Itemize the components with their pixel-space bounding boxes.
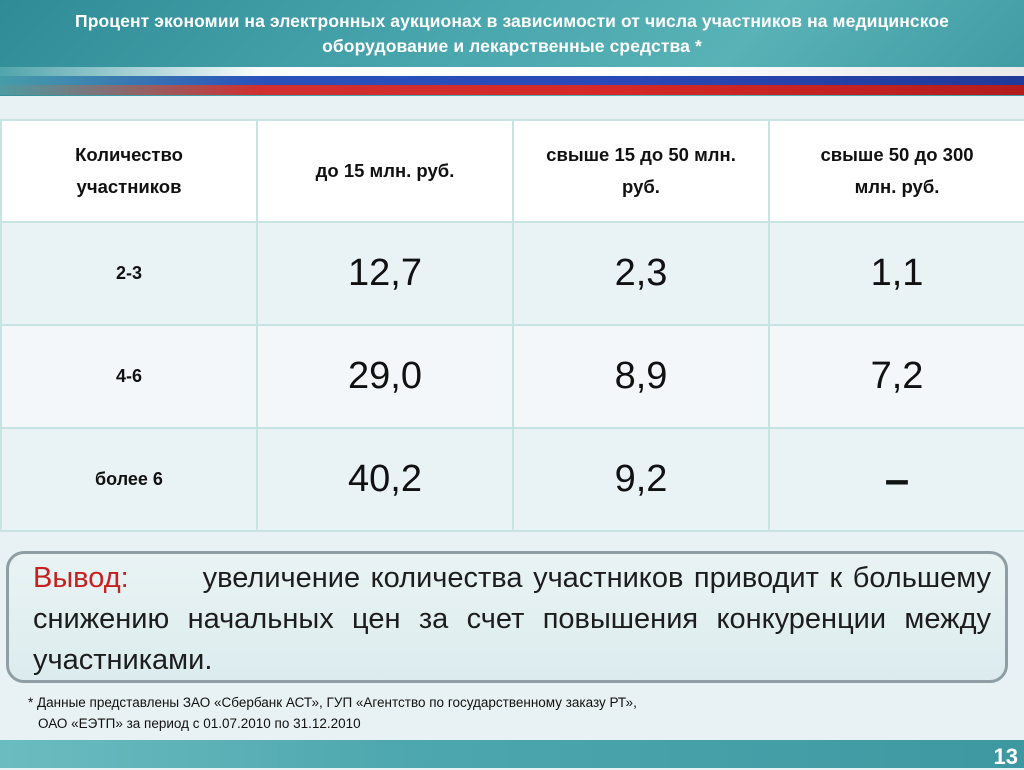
savings-table-wrap: Количество участников до 15 млн. руб. св… [0, 119, 1024, 545]
conclusion-lead: Вывод: [33, 562, 129, 594]
slide-title-line2: оборудование и лекарственные средства * [322, 36, 702, 56]
table-cell: 9,2 [512, 427, 770, 532]
savings-table: Количество участников до 15 млн. руб. св… [0, 119, 1024, 532]
flag-stripe-red [0, 85, 1024, 95]
column-header-up-to-15-line1: до 15 млн. руб. [315, 160, 455, 181]
table-cell: 7,2 [768, 324, 1024, 429]
table-header-row: Количество участников до 15 млн. руб. св… [0, 119, 1024, 223]
page-number: 13 [993, 744, 1018, 769]
footnote: * Данные представлены ЗАО «Сбербанк АСТ»… [28, 692, 637, 734]
column-header-participants-line1: Количество [75, 144, 183, 165]
footnote-line2: ОАО «ЕЭТП» за период с 01.07.2010 по 31.… [38, 716, 361, 731]
column-header-participants: Количество участников [0, 119, 258, 223]
slide-title: Процент экономии на электронных аукциона… [10, 9, 1014, 59]
slide-header: Процент экономии на электронных аукциона… [0, 0, 1024, 96]
row-label: 2-3 [0, 221, 258, 326]
row-label: 4-6 [0, 324, 258, 429]
bottom-bar [0, 740, 1024, 768]
table-cell: 40,2 [256, 427, 514, 532]
flag-stripe-fade [0, 67, 260, 95]
table-cell: 2,3 [512, 221, 770, 326]
row-label: более 6 [0, 427, 258, 532]
column-header-15-to-50: свыше 15 до 50 млн. руб. [512, 119, 770, 223]
flag-stripe-white [0, 67, 1024, 76]
table-cell-dash: – [768, 427, 1024, 532]
conclusion-body: увеличение количества участников приводи… [33, 562, 991, 676]
slide-title-line1: Процент экономии на электронных аукциона… [75, 11, 949, 31]
table-cell: 1,1 [768, 221, 1024, 326]
column-header-up-to-15: до 15 млн. руб. [256, 119, 514, 223]
conclusion-text: Вывод: увеличение количества участников … [33, 558, 991, 681]
footnote-line1: * Данные представлены ЗАО «Сбербанк АСТ»… [28, 695, 637, 710]
table-cell: 29,0 [256, 324, 514, 429]
flag-stripe-blue [0, 76, 1024, 85]
conclusion-box: Вывод: увеличение количества участников … [6, 551, 1008, 683]
column-header-participants-line2: участников [76, 176, 182, 197]
table-row: 2-3 12,7 2,3 1,1 [0, 221, 1024, 326]
table-cell: 12,7 [256, 221, 514, 326]
column-header-15-to-50-line1: свыше 15 до 50 млн. [546, 144, 736, 165]
table-cell: 8,9 [512, 324, 770, 429]
column-header-15-to-50-line2: руб. [622, 176, 660, 197]
table-row: более 6 40,2 9,2 – [0, 427, 1024, 532]
column-header-50-to-300-line1: свыше 50 до 300 [820, 144, 974, 165]
table-row: 4-6 29,0 8,9 7,2 [0, 324, 1024, 429]
column-header-50-to-300-line2: млн. руб. [854, 176, 940, 197]
column-header-50-to-300: свыше 50 до 300 млн. руб. [768, 119, 1024, 223]
